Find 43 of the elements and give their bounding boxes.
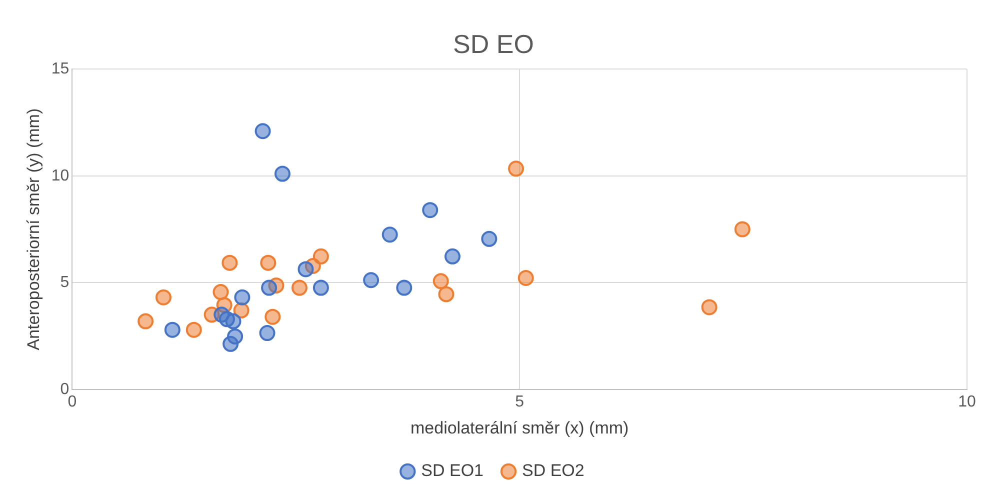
point bbox=[214, 306, 230, 323]
point bbox=[312, 280, 329, 296]
y-tick-label: 0 bbox=[60, 380, 70, 398]
y-tick-label: 10 bbox=[51, 167, 70, 184]
x-tick-label: 10 bbox=[958, 393, 976, 410]
point bbox=[186, 322, 202, 338]
point bbox=[264, 308, 281, 325]
x-tick-label: 5 bbox=[515, 393, 524, 410]
point bbox=[155, 289, 172, 306]
point bbox=[261, 280, 278, 296]
point bbox=[518, 270, 534, 286]
point bbox=[222, 254, 238, 271]
chart-title: SD EO bbox=[453, 28, 534, 59]
point bbox=[396, 280, 412, 296]
point bbox=[481, 230, 498, 247]
point bbox=[444, 248, 460, 264]
point bbox=[298, 261, 314, 278]
point bbox=[234, 289, 250, 306]
point bbox=[212, 284, 229, 300]
y-tick-label: 15 bbox=[51, 60, 70, 78]
point bbox=[508, 160, 524, 177]
point bbox=[312, 248, 329, 264]
point bbox=[363, 272, 380, 288]
point bbox=[260, 254, 276, 271]
point bbox=[164, 322, 180, 338]
point bbox=[422, 202, 438, 218]
point bbox=[225, 313, 242, 330]
point bbox=[222, 336, 239, 352]
point bbox=[274, 166, 290, 182]
point bbox=[382, 226, 398, 243]
y-tick-label: 5 bbox=[60, 274, 70, 292]
point bbox=[138, 313, 154, 330]
y-axis-title: Anteroposteriorní směr (y) (mm) bbox=[24, 108, 43, 350]
point bbox=[259, 325, 276, 342]
point bbox=[438, 286, 454, 302]
point bbox=[291, 280, 308, 296]
legend-label: SD EO2 bbox=[522, 461, 584, 480]
x-axis-title: mediolaterální směr (x) (mm) bbox=[410, 418, 629, 438]
legend-label: SD EO1 bbox=[421, 461, 484, 480]
point bbox=[734, 221, 750, 238]
point bbox=[432, 273, 449, 290]
point bbox=[701, 299, 718, 316]
point bbox=[254, 123, 271, 140]
